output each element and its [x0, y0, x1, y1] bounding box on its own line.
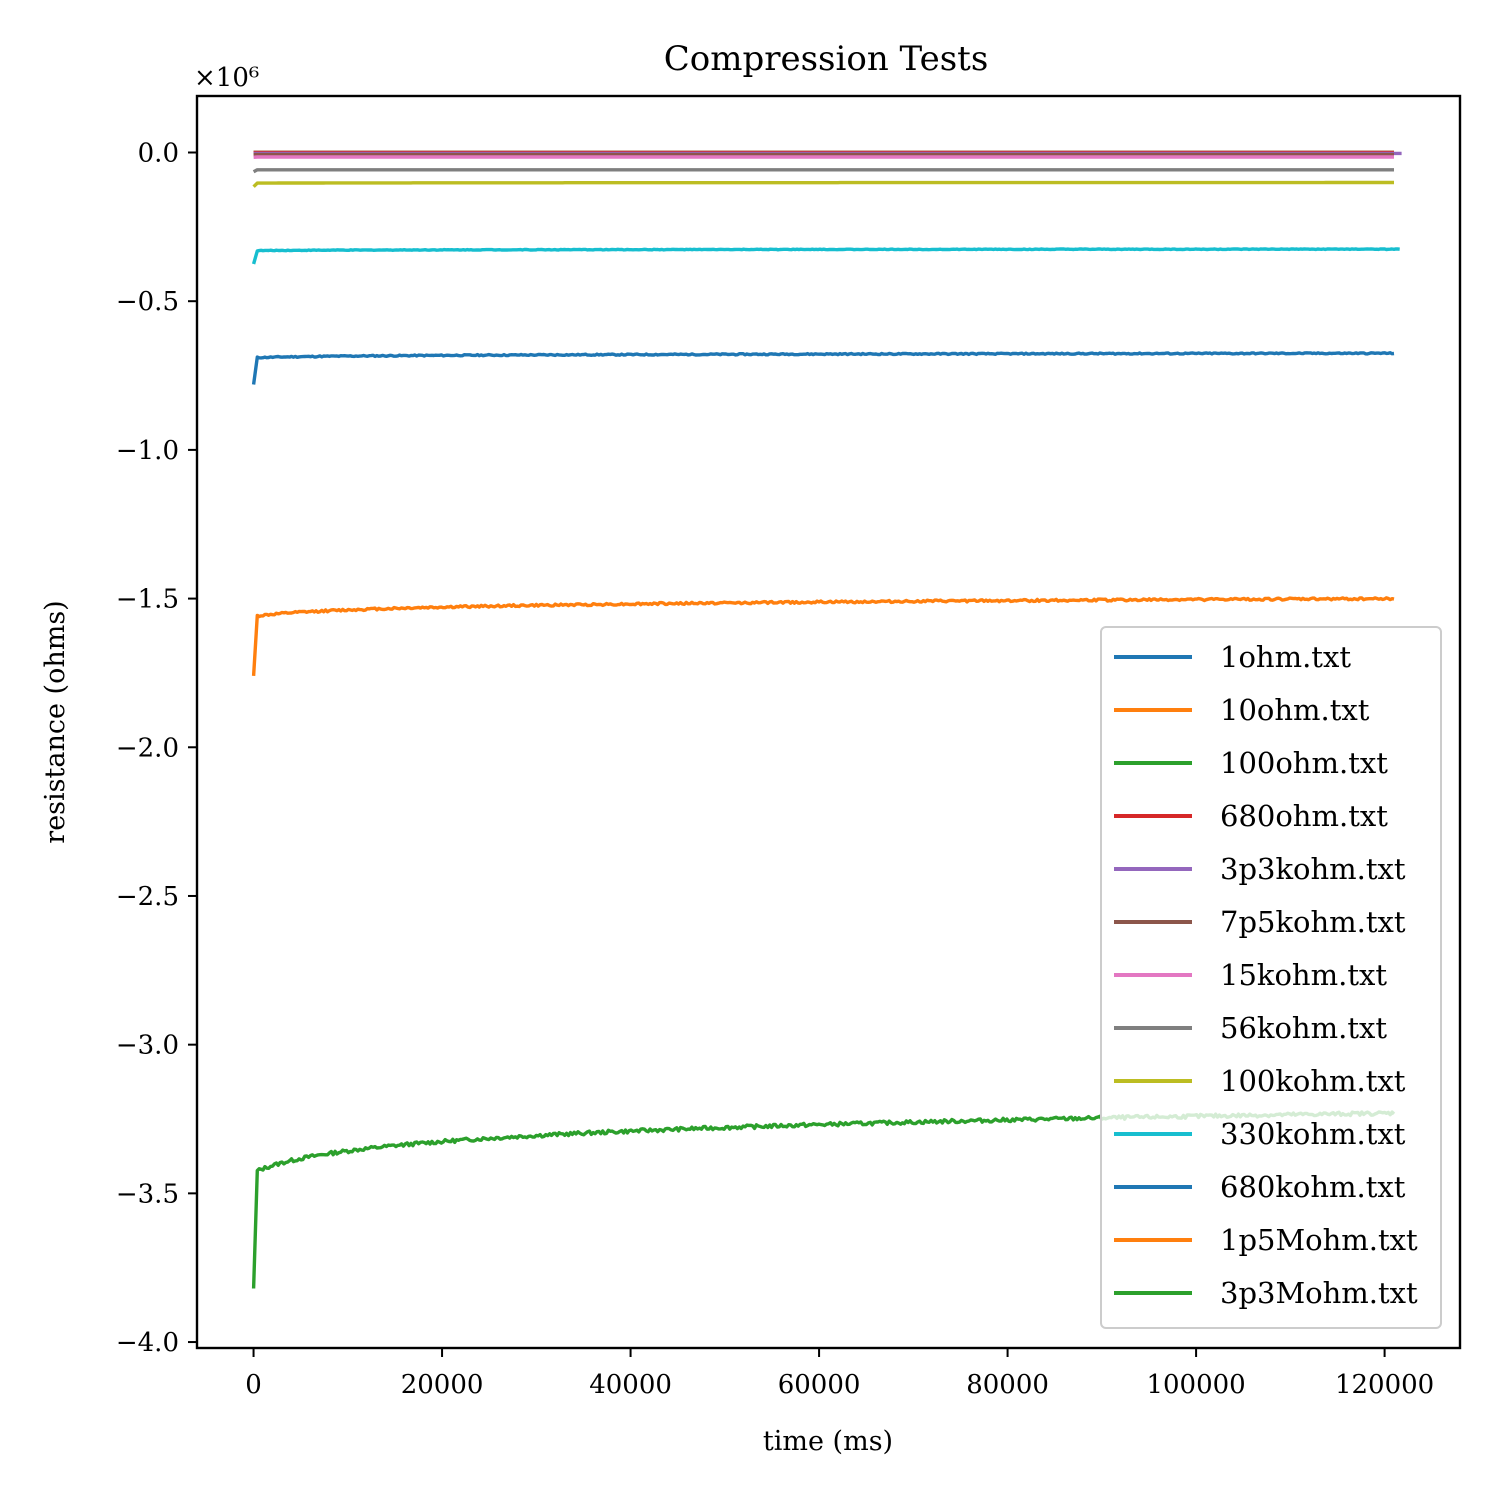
- x-tick-label: 20000: [401, 1370, 484, 1400]
- legend-label: 7p5kohm.txt: [1220, 905, 1406, 939]
- legend-label: 1p5Mohm.txt: [1220, 1223, 1418, 1257]
- x-tick-label: 80000: [966, 1370, 1049, 1400]
- x-tick-label: 100000: [1146, 1370, 1245, 1400]
- y-tick-label: −4.0: [116, 1328, 179, 1358]
- y-tick-label: −2.5: [116, 882, 179, 912]
- y-axis: 0.0 −0.5 −1.0 −1.5 −2.0 −2.5 −3.0 −3.5 −4.0: [116, 139, 197, 1358]
- plot-frame: [195, 94, 1462, 1350]
- legend-box: [1100, 626, 1442, 1329]
- series-line-1p5Mohm: [251, 596, 1395, 677]
- legend-label: 680ohm.txt: [1220, 799, 1388, 833]
- y-tick-label: −2.0: [116, 733, 179, 763]
- legend-label: 100ohm.txt: [1220, 746, 1388, 780]
- x-tick-label: 60000: [778, 1370, 861, 1400]
- legend-label: 15kohm.txt: [1220, 958, 1387, 992]
- y-tick-label: −1.5: [116, 585, 179, 615]
- series-line-56kohm: [252, 168, 1394, 174]
- legend-label: 330kohm.txt: [1220, 1117, 1406, 1151]
- legend-label: 1ohm.txt: [1220, 640, 1351, 674]
- chart-title: Compression Tests: [664, 39, 989, 79]
- x-axis-label: time (ms): [763, 1426, 893, 1457]
- x-tick-label: 0: [245, 1370, 262, 1400]
- legend-label: 100kohm.txt: [1220, 1064, 1406, 1098]
- y-tick-label: −3.5: [116, 1179, 179, 1209]
- y-tick-label: −0.5: [116, 287, 179, 317]
- legend-label: 680kohm.txt: [1220, 1170, 1406, 1204]
- series-line-680kohm: [251, 351, 1395, 385]
- y-tick-label: 0.0: [138, 139, 179, 169]
- legend-label: 3p3Mohm.txt: [1220, 1276, 1418, 1310]
- y-tick-label: −1.0: [116, 436, 179, 466]
- y-multiplier-label: ×10⁶: [194, 63, 259, 93]
- x-tick-label: 120000: [1335, 1370, 1434, 1400]
- x-tick-label: 40000: [589, 1370, 672, 1400]
- legend-label: 10ohm.txt: [1220, 693, 1370, 727]
- series-layer: [251, 150, 1402, 1289]
- series-line-100kohm: [252, 180, 1394, 188]
- y-tick-label: −3.0: [116, 1031, 179, 1061]
- legend-label: 3p3kohm.txt: [1220, 852, 1406, 886]
- y-axis-label: resistance (ohms): [40, 600, 71, 843]
- legend-label: 56kohm.txt: [1220, 1011, 1387, 1045]
- series-line-330kohm: [251, 247, 1400, 265]
- legend: 1ohm.txt 10ohm.txt 100ohm.txt 680ohm.txt 3p3…: [1100, 626, 1442, 1329]
- x-axis: 0 20000 40000 60000 80000 100000 120000: [245, 1348, 1434, 1400]
